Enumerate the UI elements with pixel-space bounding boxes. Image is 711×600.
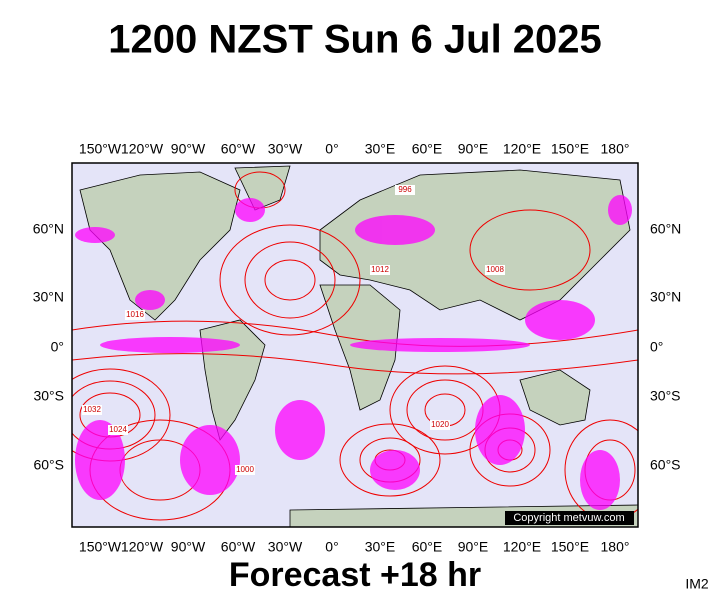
lat-label-left: 60°S (33, 457, 64, 473)
map-area: 1016 1024 1000 996 1008 1020 1012 1032 Copyrigh… (72, 163, 638, 527)
lat-label-right: 0° (650, 339, 663, 355)
lon-label-top: 60°E (412, 141, 443, 157)
isobar-label: 1020 (431, 420, 449, 429)
isobar-label: 1016 (126, 310, 144, 319)
lat-label-right: 30°N (650, 289, 681, 305)
isobar-label: 996 (398, 185, 412, 194)
precipitation (75, 195, 632, 510)
isobar-label: 1024 (109, 425, 127, 434)
lon-label-top: 0° (325, 141, 338, 157)
map-frame (71, 162, 639, 528)
lon-label-top: 60°W (221, 141, 256, 157)
isobar-label-bg (108, 425, 128, 435)
lon-label-top: 30°W (268, 141, 303, 157)
isobar-label-bg (125, 310, 145, 320)
lat-label-left: 60°N (33, 221, 64, 237)
footer: Forecast +18 hr (229, 556, 481, 594)
lon-label-bottom: 30°W (268, 539, 303, 555)
lat-label-left: 30°N (33, 289, 64, 305)
isobar-label-bg (485, 265, 505, 275)
graticule-labels: 150°W150°W120°W120°W90°W90°W60°W60°W30°W… (33, 141, 682, 555)
isobar-label-bg (430, 420, 450, 430)
isobar-label: 1008 (486, 265, 504, 274)
lat-label-left: 0° (51, 339, 64, 355)
lat-label-right: 60°N (650, 221, 681, 237)
copyright: Copyright metvuw.com (513, 512, 624, 524)
lat-label-right: 30°S (650, 388, 681, 404)
lon-label-bottom: 60°W (221, 539, 256, 555)
isobar-label: 1012 (371, 265, 389, 274)
lon-label-bottom: 120°E (503, 539, 541, 555)
lon-label-bottom: 90°W (171, 539, 206, 555)
lon-label-top: 90°E (458, 141, 489, 157)
lon-label-bottom: 150°E (551, 539, 589, 555)
lon-label-top: 120°E (503, 141, 541, 157)
isobar-label-bg (82, 405, 102, 415)
title: 1200 NZST Sun 6 Jul 2025 (108, 18, 602, 62)
lon-label-top: 150°E (551, 141, 589, 157)
isobar-label-bg (370, 265, 390, 275)
lat-label-right: 60°S (650, 457, 681, 473)
isobar-labels: 1016 1024 1000 996 1008 1020 1012 1032 (82, 185, 505, 475)
lon-label-top: 180° (601, 141, 630, 157)
lon-label-top: 90°W (171, 141, 206, 157)
isobar-label: 1000 (236, 465, 254, 474)
lon-label-bottom: 180° (601, 539, 630, 555)
lon-label-bottom: 60°E (412, 539, 443, 555)
lat-label-left: 30°S (33, 388, 64, 404)
isobar-label: 1032 (83, 405, 101, 414)
lon-label-bottom: 150°W (79, 539, 122, 555)
lon-label-top: 150°W (79, 141, 122, 157)
lon-label-bottom: 120°W (121, 539, 164, 555)
isobar-label-bg (235, 465, 255, 475)
copyright-box (505, 511, 634, 525)
corner-label: IM2 (685, 576, 709, 592)
lon-label-bottom: 90°E (458, 539, 489, 555)
lon-label-bottom: 30°E (365, 539, 396, 555)
lon-label-top: 30°E (365, 141, 396, 157)
lon-label-top: 120°W (121, 141, 164, 157)
isobar-label-bg (395, 185, 415, 195)
lon-label-bottom: 0° (325, 539, 338, 555)
